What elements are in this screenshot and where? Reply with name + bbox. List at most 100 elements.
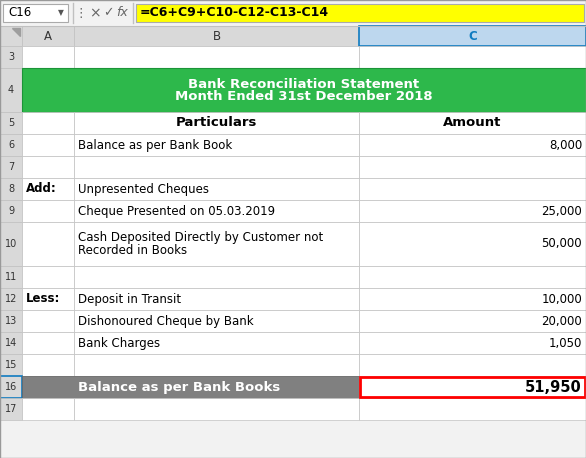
- Text: B: B: [213, 29, 220, 43]
- Bar: [359, 112, 586, 134]
- Text: fx: fx: [116, 6, 128, 20]
- Bar: [22, 68, 586, 112]
- Bar: [22, 222, 74, 266]
- Bar: [0, 0, 586, 26]
- Bar: [74, 134, 359, 156]
- Text: 1,050: 1,050: [548, 337, 582, 349]
- Bar: [359, 46, 586, 68]
- Bar: [0, 266, 22, 288]
- Bar: [22, 26, 74, 46]
- Text: Bank Reconciliation Statement: Bank Reconciliation Statement: [189, 77, 420, 91]
- Text: Add:: Add:: [26, 182, 57, 196]
- Text: A: A: [44, 29, 52, 43]
- Bar: [359, 156, 586, 178]
- Polygon shape: [12, 28, 20, 36]
- Bar: [0, 332, 22, 354]
- Bar: [359, 288, 586, 310]
- Text: =C6+C9+C10-C12-C13-C14: =C6+C9+C10-C12-C13-C14: [140, 6, 329, 20]
- Text: 6: 6: [8, 140, 14, 150]
- Text: 14: 14: [5, 338, 17, 348]
- Bar: [0, 200, 22, 222]
- Bar: [22, 376, 359, 398]
- Text: Cheque Presented on 05.03.2019: Cheque Presented on 05.03.2019: [78, 205, 275, 218]
- Bar: [22, 266, 74, 288]
- Bar: [359, 266, 586, 288]
- Text: 15: 15: [5, 360, 17, 370]
- Bar: [22, 398, 74, 420]
- Text: C: C: [468, 29, 477, 43]
- Text: 9: 9: [8, 206, 14, 216]
- Bar: [22, 288, 74, 310]
- Bar: [74, 266, 359, 288]
- Bar: [22, 112, 74, 134]
- Text: 10,000: 10,000: [541, 293, 582, 305]
- Bar: [74, 332, 359, 354]
- Text: Cash Deposited Directly by Customer not: Cash Deposited Directly by Customer not: [78, 230, 323, 244]
- Bar: [74, 222, 359, 266]
- Text: 11: 11: [5, 272, 17, 282]
- Bar: [0, 178, 22, 200]
- Text: ✓: ✓: [103, 6, 113, 20]
- Bar: [359, 354, 586, 376]
- Text: 20,000: 20,000: [541, 315, 582, 327]
- Text: 50,000: 50,000: [541, 238, 582, 251]
- Bar: [0, 134, 22, 156]
- Text: ▼: ▼: [58, 9, 64, 17]
- Bar: [22, 200, 74, 222]
- Text: 13: 13: [5, 316, 17, 326]
- Text: Deposit in Transit: Deposit in Transit: [78, 293, 181, 305]
- Text: ⋮: ⋮: [75, 6, 87, 20]
- Bar: [359, 222, 586, 266]
- Bar: [74, 156, 359, 178]
- Text: Month Ended 31st December 2018: Month Ended 31st December 2018: [175, 89, 433, 103]
- Text: 4: 4: [8, 85, 14, 95]
- Bar: [74, 200, 359, 222]
- Bar: [0, 376, 22, 398]
- Bar: [359, 134, 586, 156]
- Bar: [74, 310, 359, 332]
- Bar: [22, 332, 74, 354]
- Bar: [136, 4, 584, 22]
- Text: Recorded in Books: Recorded in Books: [78, 245, 187, 257]
- Bar: [0, 398, 22, 420]
- Bar: [0, 156, 22, 178]
- Bar: [360, 377, 585, 397]
- Bar: [0, 310, 22, 332]
- Bar: [359, 26, 586, 46]
- Bar: [359, 332, 586, 354]
- Text: Bank Charges: Bank Charges: [78, 337, 160, 349]
- Bar: [22, 46, 74, 68]
- Bar: [74, 46, 359, 68]
- Text: Balance as per Bank Book: Balance as per Bank Book: [78, 138, 232, 152]
- Bar: [74, 398, 359, 420]
- Text: 51,950: 51,950: [525, 380, 582, 394]
- Text: Amount: Amount: [444, 116, 502, 130]
- Bar: [359, 398, 586, 420]
- Bar: [0, 46, 22, 68]
- Bar: [0, 288, 22, 310]
- Text: Unpresented Cheques: Unpresented Cheques: [78, 182, 209, 196]
- Bar: [0, 222, 22, 266]
- Text: 25,000: 25,000: [541, 205, 582, 218]
- Text: ×: ×: [89, 6, 101, 20]
- Bar: [74, 112, 359, 134]
- Bar: [0, 354, 22, 376]
- Text: 17: 17: [5, 404, 17, 414]
- Bar: [0, 112, 22, 134]
- Text: 10: 10: [5, 239, 17, 249]
- Text: 16: 16: [5, 382, 17, 392]
- Bar: [22, 354, 74, 376]
- Text: 12: 12: [5, 294, 17, 304]
- Bar: [359, 376, 586, 398]
- Bar: [74, 26, 359, 46]
- Text: Dishonoured Cheque by Bank: Dishonoured Cheque by Bank: [78, 315, 254, 327]
- Bar: [74, 178, 359, 200]
- Bar: [74, 354, 359, 376]
- Text: 3: 3: [8, 52, 14, 62]
- Bar: [22, 178, 74, 200]
- Bar: [0, 26, 22, 46]
- Bar: [359, 310, 586, 332]
- Text: 7: 7: [8, 162, 14, 172]
- Bar: [359, 178, 586, 200]
- Bar: [359, 200, 586, 222]
